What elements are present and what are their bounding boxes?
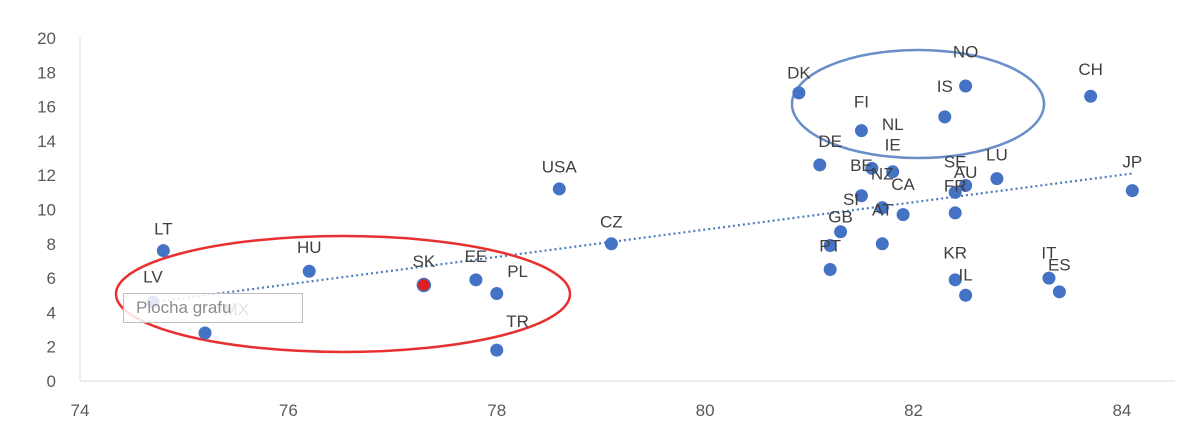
data-point [198, 326, 212, 340]
data-point [948, 206, 962, 220]
x-tick-label: 84 [1112, 401, 1131, 420]
red-highlight-ellipse [114, 234, 572, 354]
data-label: CA [891, 175, 915, 194]
data-point [948, 185, 962, 199]
y-tick-label: 20 [37, 29, 56, 48]
data-point [854, 189, 868, 203]
blue-highlight-ellipse [790, 48, 1046, 160]
y-tick-label: 6 [47, 269, 56, 288]
data-label: HU [297, 238, 322, 257]
data-label: BE [850, 156, 873, 175]
data-label: CH [1078, 60, 1103, 79]
data-point [834, 225, 848, 239]
data-label: ES [1048, 255, 1071, 274]
data-label: SK [412, 252, 435, 271]
data-point [959, 79, 973, 93]
y-tick-label: 8 [47, 235, 56, 254]
y-tick-label: 16 [37, 98, 56, 117]
data-point [854, 124, 868, 138]
x-tick-label: 82 [904, 401, 923, 420]
data-label: GB [828, 207, 853, 226]
x-tick-label: 74 [71, 401, 90, 420]
data-label: SI [843, 190, 859, 209]
data-label: PT [819, 237, 841, 256]
data-point [948, 273, 962, 287]
data-label: TR [506, 312, 529, 331]
data-point [875, 237, 889, 251]
data-point [959, 178, 973, 192]
data-point [813, 158, 827, 172]
data-point [1042, 271, 1056, 285]
data-point [959, 288, 973, 302]
data-label: NZ [871, 164, 894, 183]
data-label: DK [787, 63, 811, 82]
data-label: SE [944, 152, 967, 171]
data-point [416, 277, 432, 293]
data-label: LU [986, 146, 1008, 165]
data-label: KR [943, 243, 967, 262]
x-tick-label: 76 [279, 401, 298, 420]
chart-area-tooltip: Plocha grafu [123, 293, 303, 323]
data-label: NO [953, 43, 979, 62]
data-point [865, 161, 879, 175]
data-label: DE [818, 132, 842, 151]
data-point [896, 208, 910, 222]
data-label: FR [944, 176, 967, 195]
data-label: EE [465, 247, 488, 266]
highlight-ellipses [114, 48, 1046, 354]
labels-group: LTLVMXHUSKEEPLTRUSACZDKDEGBPTSIFIBENZNLA… [143, 43, 1142, 331]
data-point [302, 264, 316, 278]
data-point [552, 182, 566, 196]
data-point [1084, 89, 1098, 103]
data-point [886, 165, 900, 179]
data-point [823, 263, 837, 277]
data-label: LT [154, 219, 173, 238]
data-point [1125, 184, 1139, 198]
data-label: USA [542, 158, 578, 177]
data-point [469, 273, 483, 287]
data-point [792, 86, 806, 100]
y-tick-label: 14 [37, 132, 56, 151]
points-group [146, 79, 1139, 357]
data-label: IT [1041, 243, 1056, 262]
y-tick-label: 18 [37, 63, 56, 82]
data-point [1052, 285, 1066, 299]
data-label: IL [959, 266, 973, 285]
data-label: JP [1122, 152, 1142, 171]
axes: 0 2 4 6 8 10 12 14 16 18 20 74 76 78 80 82 84 [37, 29, 1175, 420]
data-label: PL [507, 262, 528, 281]
data-label: LV [143, 267, 163, 286]
data-point [823, 239, 837, 253]
data-label: CZ [600, 213, 623, 232]
data-point [156, 244, 170, 258]
data-label: AT [872, 201, 892, 220]
x-tick-label: 80 [696, 401, 715, 420]
data-label: IS [937, 77, 953, 96]
y-tick-label: 4 [47, 303, 56, 322]
data-label: AU [954, 163, 978, 182]
x-tick-label: 78 [487, 401, 506, 420]
data-point [938, 110, 952, 124]
data-point [875, 201, 889, 215]
y-tick-label: 10 [37, 201, 56, 220]
data-label: FI [854, 92, 869, 111]
data-point [990, 172, 1004, 186]
data-point [490, 287, 504, 301]
data-point [490, 343, 504, 357]
y-tick-label: 12 [37, 166, 56, 185]
y-tick-label: 2 [47, 338, 56, 357]
data-point [604, 237, 618, 251]
data-label: NL [882, 115, 904, 134]
y-tick-label: 0 [47, 372, 56, 391]
data-label: IE [885, 135, 901, 154]
